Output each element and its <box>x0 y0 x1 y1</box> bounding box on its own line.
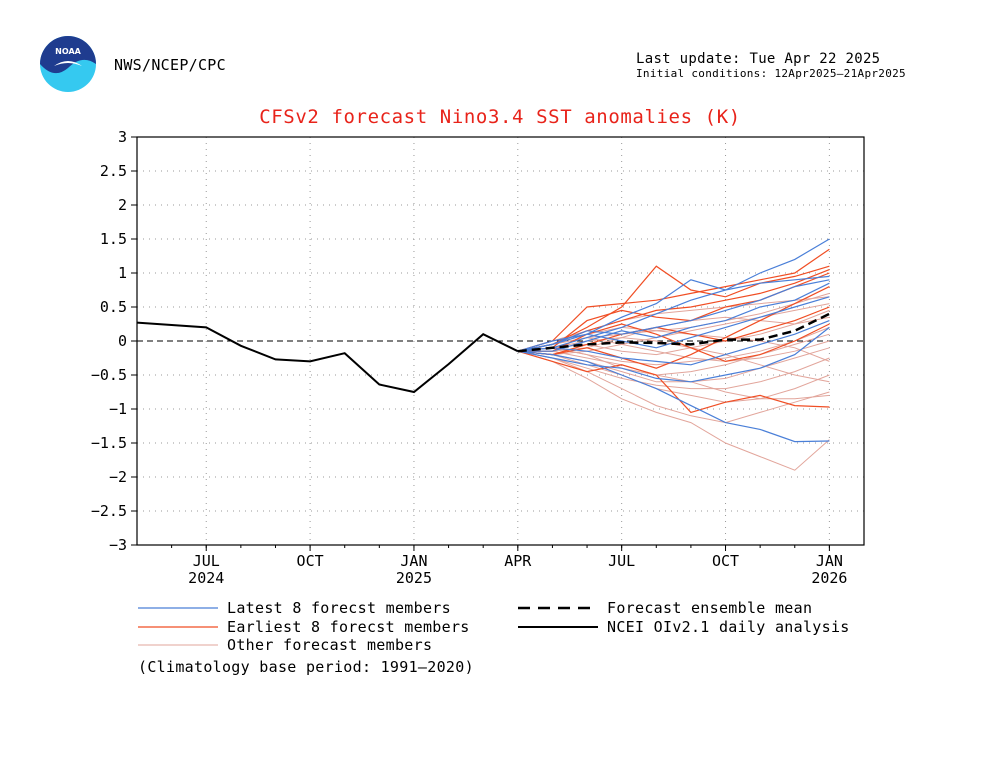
x-tick-label: JAN <box>400 552 427 570</box>
latest-member-line <box>517 326 830 383</box>
noaa-logo: NOAA <box>40 36 96 92</box>
latest-member-line <box>517 275 830 352</box>
other-member-line <box>517 350 830 400</box>
y-tick-label: −1 <box>109 400 127 418</box>
legend-label-other: Other forecast members <box>227 636 432 654</box>
y-tick-label: −0.5 <box>91 366 127 384</box>
analysis-line <box>136 321 519 394</box>
other-member-line <box>517 350 830 403</box>
ensemble-mean-line <box>517 312 830 353</box>
y-tick-label: 2 <box>118 196 127 214</box>
axis-ticks: 32.521.510.50−0.5−1−1.5−2−2.5−3JUL2024OC… <box>91 128 848 587</box>
earliest-member-line <box>517 248 830 352</box>
y-tick-label: 2.5 <box>100 162 127 180</box>
initial-conditions: Initial conditions: 12Apr2025–21Apr2025 <box>636 67 906 80</box>
y-tick-label: 1 <box>118 264 127 282</box>
x-tick-year-label: 2026 <box>811 569 847 587</box>
latest-member-line <box>517 282 830 352</box>
legend-label-latest: Latest 8 forecst members <box>227 599 451 617</box>
x-tick-label: OCT <box>297 552 324 570</box>
y-tick-label: −2 <box>109 468 127 486</box>
other-member-line <box>517 337 830 362</box>
x-tick-label: OCT <box>712 552 739 570</box>
other-member-line <box>517 350 830 390</box>
series-layer <box>136 238 830 471</box>
y-tick-label: −2.5 <box>91 502 127 520</box>
latest-member-line <box>517 350 830 443</box>
x-tick-year-label: 2025 <box>396 569 432 587</box>
y-tick-label: 1.5 <box>100 230 127 248</box>
legend-label-mean: Forecast ensemble mean <box>607 599 812 617</box>
y-tick-label: −1.5 <box>91 434 127 452</box>
legend-label-analysis: NCEI OIv2.1 daily analysis <box>607 618 850 636</box>
noaa-logo-text: NOAA <box>55 47 81 56</box>
y-tick-label: 0 <box>118 332 127 350</box>
y-tick-label: 0.5 <box>100 298 127 316</box>
chart-title: CFSv2 forecast Nino3.4 SST anomalies (K) <box>259 106 741 128</box>
x-tick-year-label: 2024 <box>188 569 224 587</box>
x-tick-label: JUL <box>608 552 635 570</box>
plot-frame <box>136 136 865 546</box>
latest-member-line <box>517 320 830 366</box>
noaa-logo-sky <box>40 36 96 74</box>
noaa-logo-bird <box>54 61 82 66</box>
y-tick-label: −3 <box>109 536 127 554</box>
source-label: NWS/NCEP/CPC <box>114 56 226 74</box>
x-tick-label: JAN <box>816 552 843 570</box>
earliest-member-line <box>517 350 830 414</box>
other-member-line <box>517 303 830 356</box>
y-tick-label: 3 <box>118 128 127 146</box>
climatology-note: (Climatology base period: 1991–2020) <box>138 658 474 676</box>
other-member-line <box>517 350 830 471</box>
legend-label-earliest: Earliest 8 forecst members <box>227 618 470 636</box>
x-tick-label: JUL <box>193 552 220 570</box>
latest-member-line <box>517 238 830 352</box>
earliest-member-line <box>517 265 830 352</box>
grid <box>137 137 864 545</box>
other-member-line <box>517 350 830 424</box>
last-update: Last update: Tue Apr 22 2025 <box>636 51 881 67</box>
x-tick-label: APR <box>504 552 532 570</box>
